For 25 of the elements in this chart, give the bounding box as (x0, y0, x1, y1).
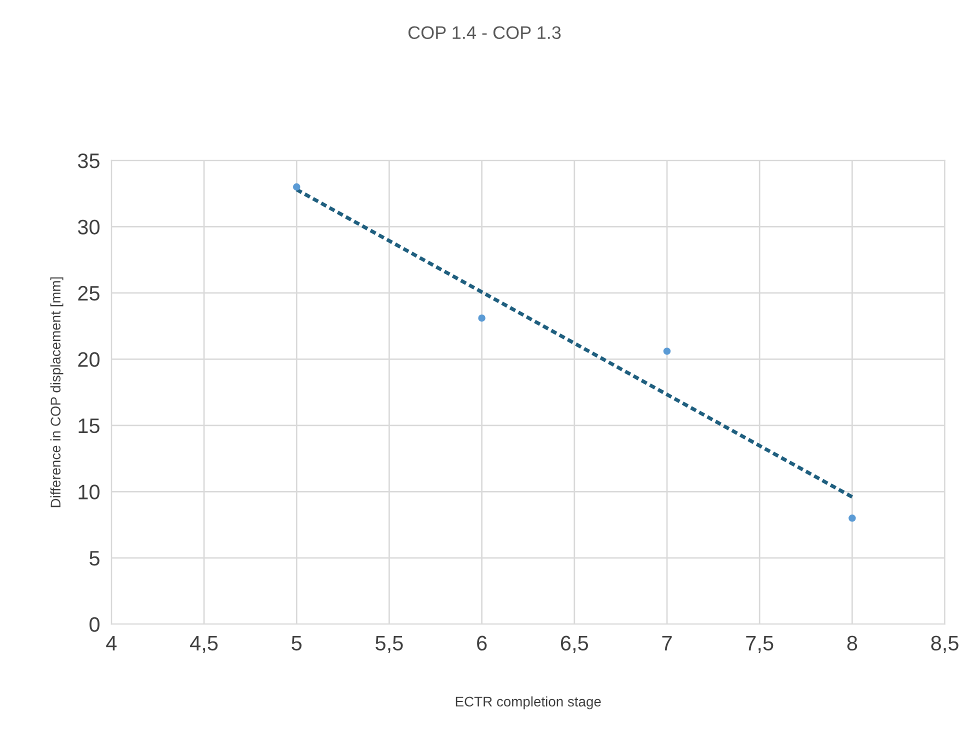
y-tick-label: 5 (90, 551, 100, 566)
y-axis-title: Difference in COP displacement [mm] (50, 277, 64, 508)
point (848, 514, 856, 522)
x-tick-label: 5 (292, 636, 302, 651)
y-tick-label: 35 (78, 153, 100, 168)
x-tick-label: 7 (662, 636, 672, 650)
point (663, 348, 671, 355)
y-tick-label: 15 (78, 418, 100, 434)
x-tick-label: 5,5 (376, 636, 403, 654)
y-tick-label: 20 (78, 352, 100, 367)
x-tick-label: 8 (847, 636, 858, 651)
x-tick-label: 6 (477, 636, 487, 651)
x-tick-label: 7,5 (746, 636, 774, 654)
y-tick-label: 25 (78, 286, 100, 301)
x-tick-label: 8,5 (931, 636, 958, 654)
y-tick-label: 10 (78, 484, 100, 500)
x-axis-title: ECTR completion stage (456, 696, 601, 710)
chart-title: COP 1.4 - COP 1.3 (408, 26, 561, 40)
x-tick-label: 6,5 (560, 636, 588, 654)
point (292, 183, 300, 191)
y-tick-label: 0 (90, 617, 100, 632)
x-tick-label: 4,5 (190, 636, 218, 654)
point (478, 314, 486, 322)
x-tick-label: 4 (106, 636, 117, 650)
y-tick-label: 30 (78, 220, 100, 234)
